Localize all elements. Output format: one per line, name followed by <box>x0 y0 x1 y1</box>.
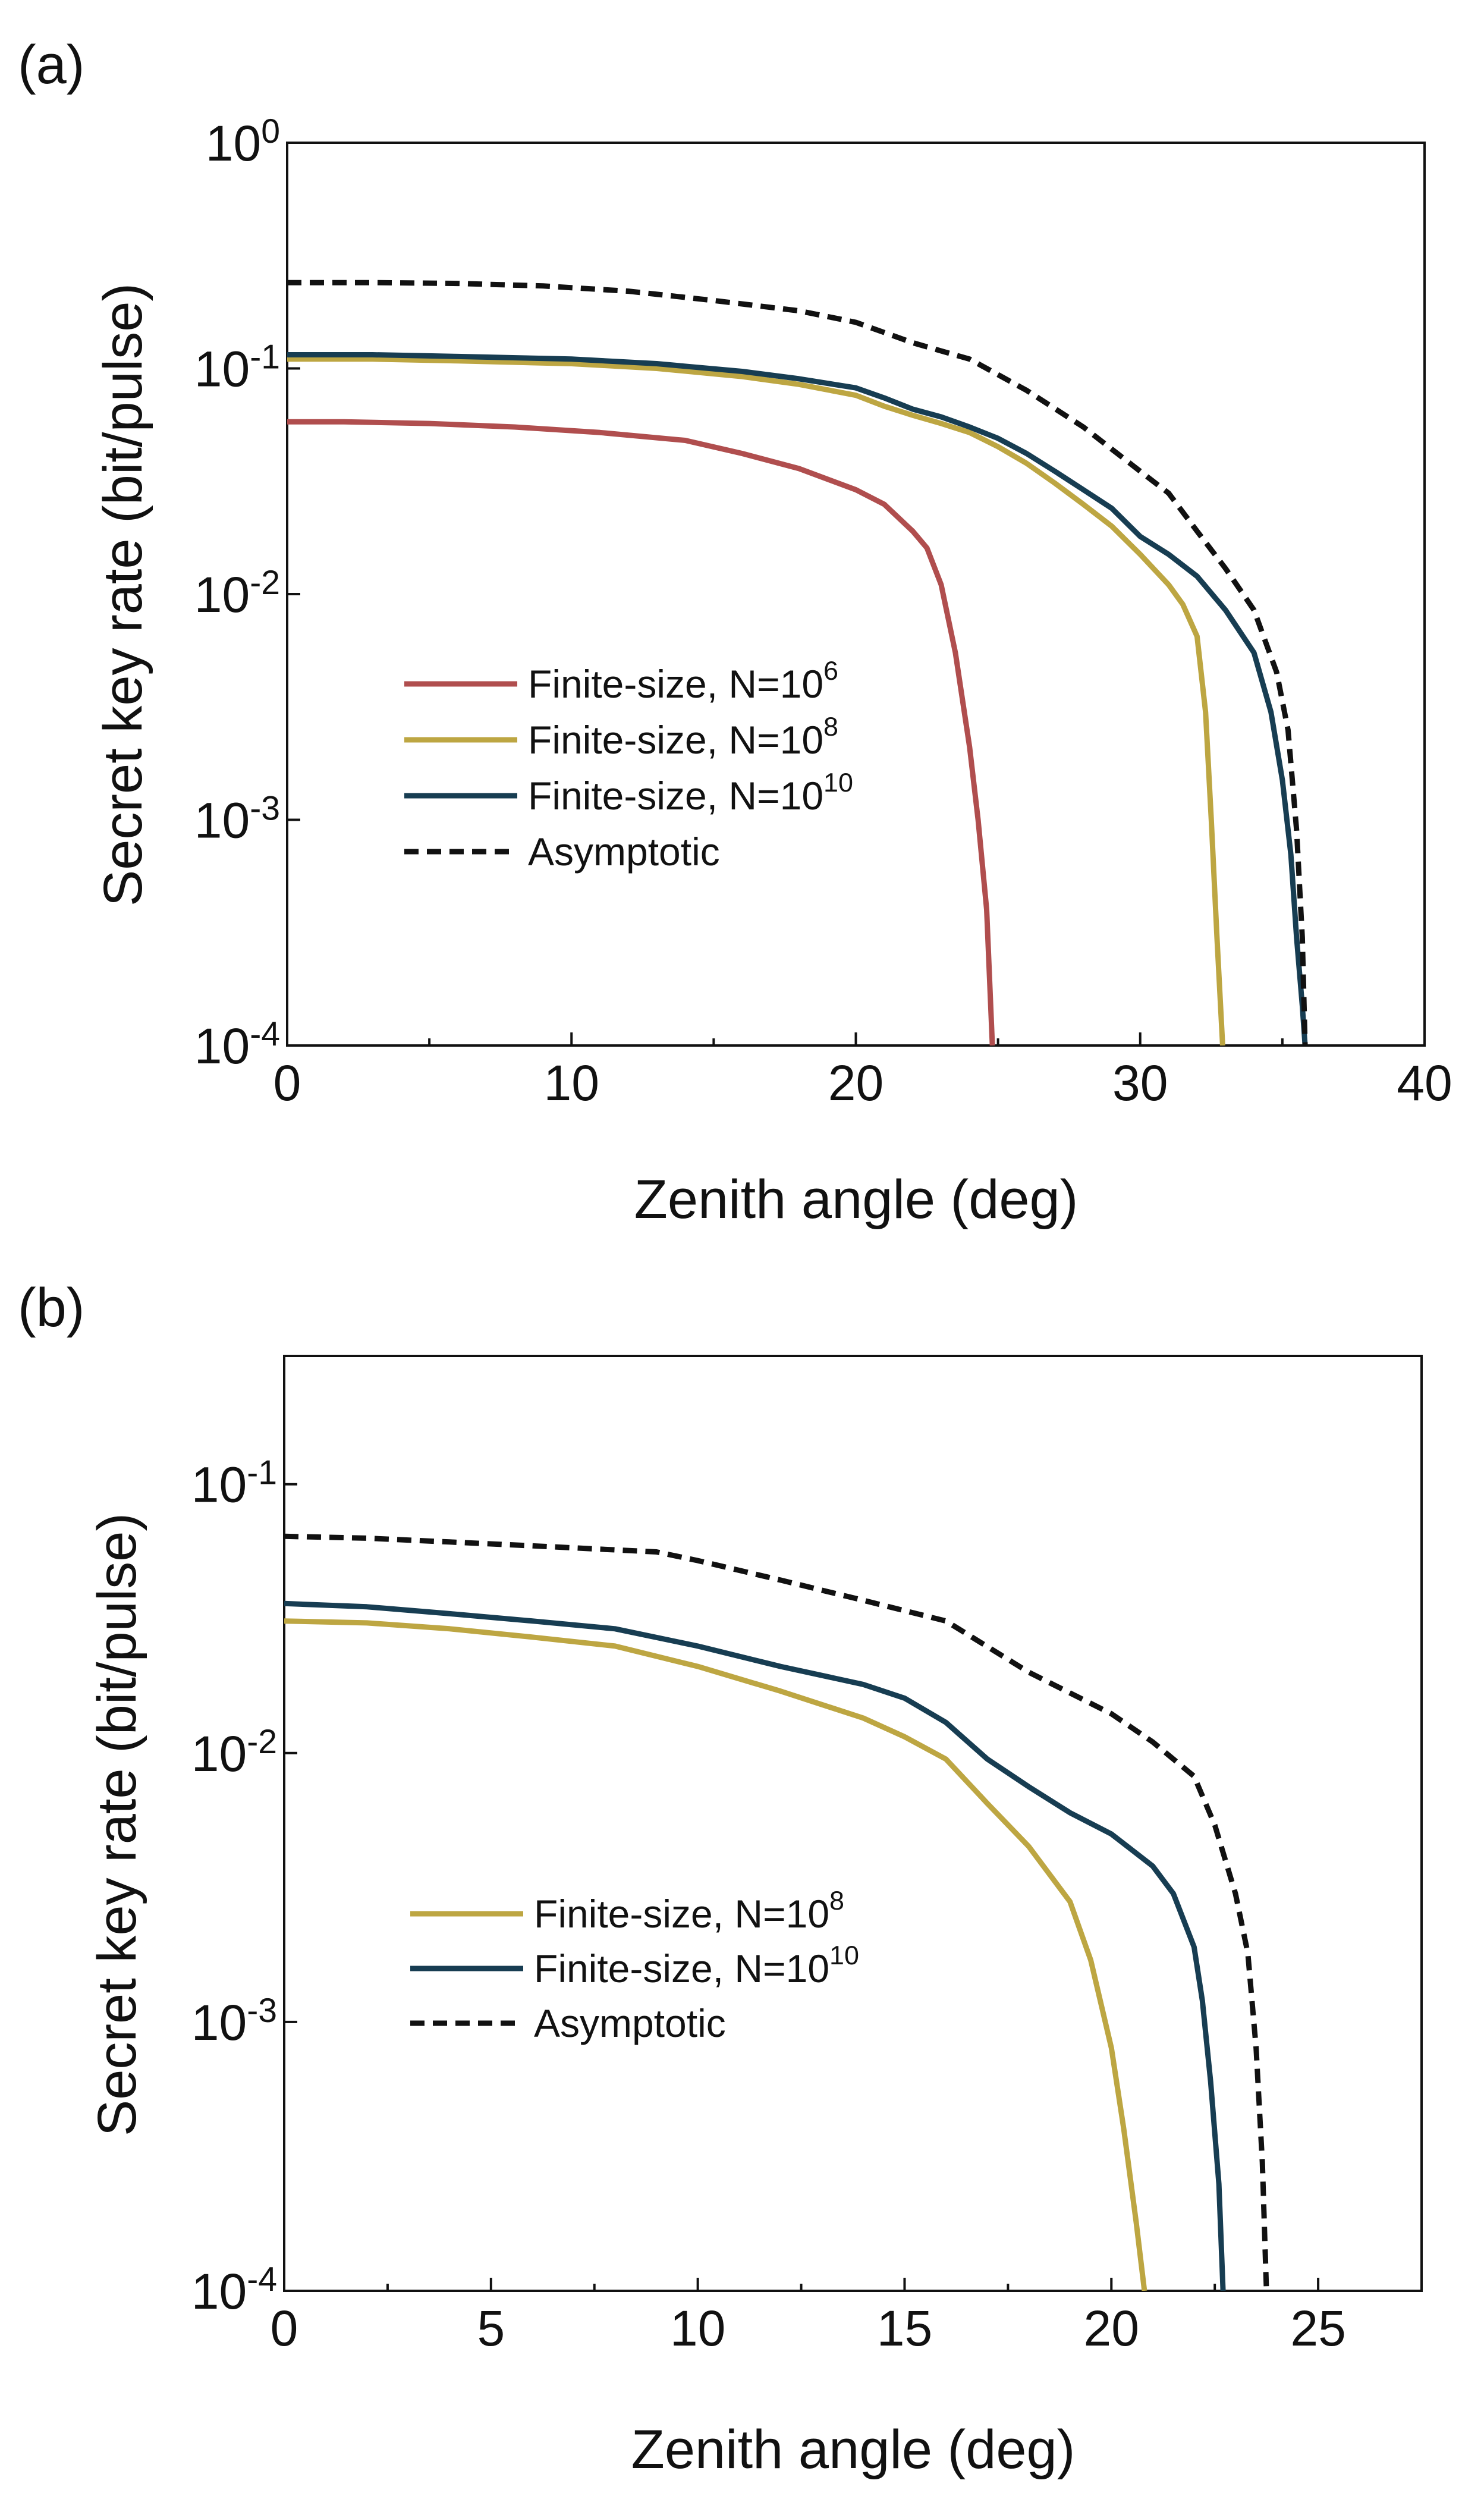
x-tick-label: 25 <box>1290 2300 1345 2356</box>
legend-label-main: Finite-size, N=10 <box>534 1892 829 1936</box>
series-line-asymptotic <box>284 1533 1269 2291</box>
y-tick-label-main: 10 <box>191 1995 247 2051</box>
y-tick-label-exponent: -1 <box>247 1454 277 1492</box>
panel-a-x-axis-label: Zenith angle (deg) <box>634 1169 1079 1230</box>
y-tick-label-exponent: -2 <box>247 1723 277 1761</box>
x-tick-label: 0 <box>273 1055 301 1111</box>
panel-b-x-axis-label: Zenith angle (deg) <box>631 2419 1076 2480</box>
series-line-finite-size-n-10-10 <box>287 352 1308 1046</box>
y-tick-label-exponent: -3 <box>250 790 280 828</box>
legend-label: Finite-size, N=106 <box>528 655 838 706</box>
y-tick-label-main: 10 <box>191 1726 247 1782</box>
y-tick-label-exponent: 0 <box>261 112 280 150</box>
y-tick-label-exponent: -4 <box>250 1015 280 1053</box>
y-tick-label-main: 10 <box>194 793 250 849</box>
y-tick-label: 10-2 <box>194 564 280 623</box>
y-tick-label-exponent: -3 <box>247 1992 277 2030</box>
series-line-finite-size-n-10-8 <box>284 1618 1147 2291</box>
panel-a-axes-frame <box>286 142 1426 1047</box>
panel-a: (a) Zenith angle (deg) Secret key rate (… <box>18 34 1452 1230</box>
x-tick-label: 5 <box>477 2300 505 2356</box>
legend-label-main: Finite-size, N=10 <box>528 774 823 818</box>
y-tick-label-main: 10 <box>194 341 250 397</box>
y-tick-label: 10-1 <box>191 1454 277 1513</box>
legend-label-exponent: 6 <box>823 655 838 686</box>
series-line-finite-size-n-10-10 <box>284 1600 1226 2291</box>
legend-label-exponent: 10 <box>823 767 853 798</box>
series-line-asymptotic <box>287 280 1308 1046</box>
legend-label-exponent: 10 <box>829 1940 859 1970</box>
legend-label: Asymptotic <box>528 830 720 874</box>
y-tick-label: 10-3 <box>191 1992 277 2051</box>
y-tick-label-main: 10 <box>206 115 261 171</box>
legend-label-main: Asymptotic <box>528 830 720 874</box>
panel-a-y-axis-label: Secret key rate (bit/pulse) <box>93 283 153 906</box>
y-tick-label-main: 10 <box>191 1457 247 1513</box>
y-tick-label-exponent: -1 <box>250 338 280 376</box>
y-tick-label: 10-1 <box>194 338 280 397</box>
legend-label-main: Finite-size, N=10 <box>534 1946 829 1990</box>
legend-label-main: Asymptotic <box>534 2001 726 2045</box>
x-tick-label: 15 <box>877 2300 932 2356</box>
x-tick-label: 10 <box>544 1055 599 1111</box>
x-tick-label: 0 <box>271 2300 298 2356</box>
y-tick-label-main: 10 <box>194 1018 250 1074</box>
legend-label: Asymptotic <box>534 2001 726 2045</box>
legend-label-main: Finite-size, N=10 <box>528 718 823 762</box>
panel-b-axes-frame <box>283 1355 1423 2292</box>
series-line-finite-size-n-10-8 <box>287 356 1225 1046</box>
y-tick-label: 100 <box>206 112 280 171</box>
legend-label: Finite-size, N=108 <box>528 711 838 762</box>
y-tick-label: 10-3 <box>194 790 280 849</box>
y-tick-label-main: 10 <box>191 2263 247 2319</box>
y-tick-label: 10-2 <box>191 1723 277 1782</box>
x-tick-label: 40 <box>1397 1055 1452 1111</box>
legend-label: Finite-size, N=108 <box>534 1885 844 1936</box>
legend-label: Finite-size, N=1010 <box>528 767 853 818</box>
x-tick-label: 20 <box>828 1055 884 1111</box>
panel-b: (b) Zenith angle (deg) Secret key rate (… <box>18 1277 1423 2480</box>
legend-label-main: Finite-size, N=10 <box>528 662 823 706</box>
legend-label-exponent: 8 <box>823 711 838 742</box>
series-line-finite-size-n-10-6 <box>287 419 995 1046</box>
y-tick-label: 10-4 <box>191 2260 277 2319</box>
y-tick-label: 10-4 <box>194 1015 280 1074</box>
y-tick-label-exponent: -4 <box>247 2260 277 2299</box>
y-tick-label-exponent: -2 <box>250 564 280 602</box>
legend-label-exponent: 8 <box>829 1885 844 1916</box>
panel-b-label: (b) <box>18 1277 84 1338</box>
legend-label: Finite-size, N=1010 <box>534 1940 859 1990</box>
x-tick-label: 20 <box>1084 2300 1139 2356</box>
x-tick-label: 30 <box>1112 1055 1168 1111</box>
x-tick-label: 10 <box>670 2300 725 2356</box>
panel-a-label: (a) <box>18 34 84 95</box>
y-tick-label-main: 10 <box>194 567 250 623</box>
panel-b-y-axis-label: Secret key rate (bit/pulse) <box>87 1513 147 2136</box>
